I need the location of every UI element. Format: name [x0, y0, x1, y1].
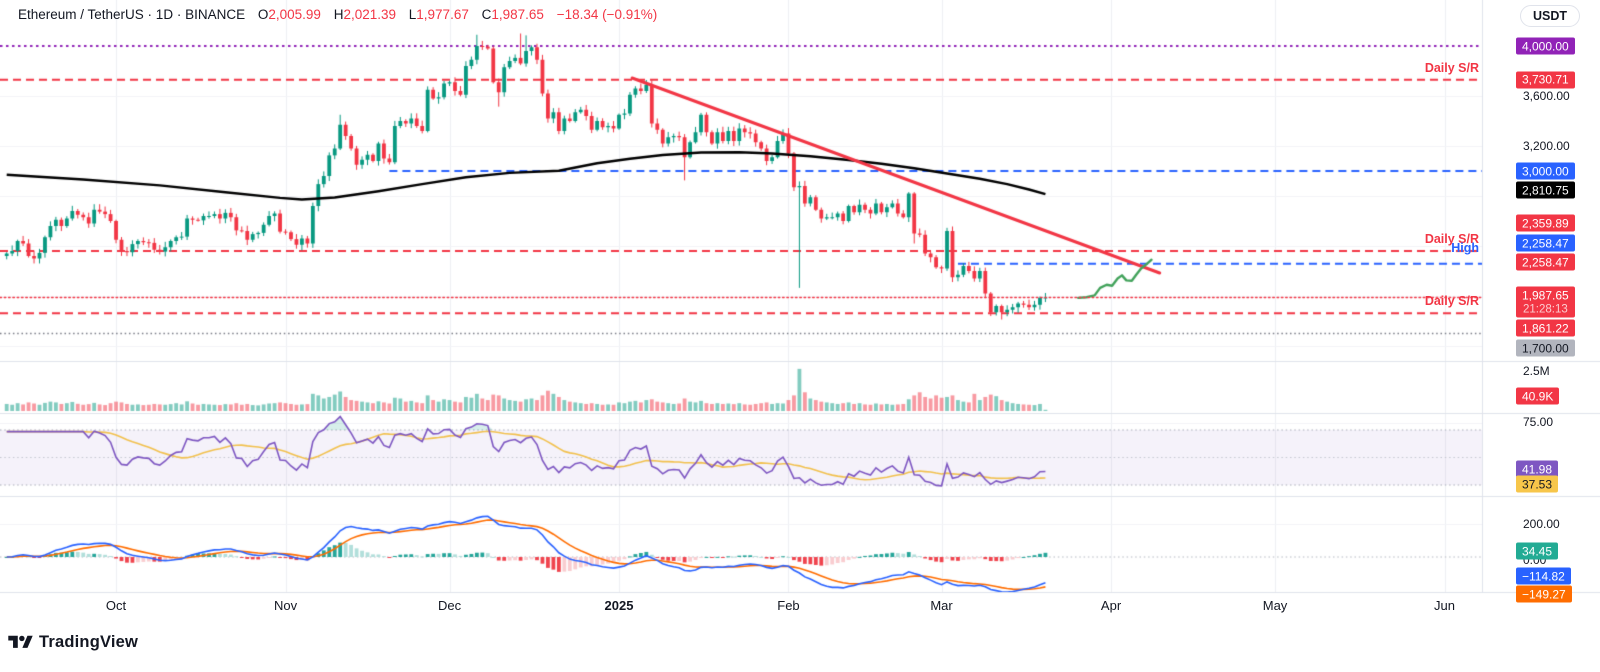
axis-tick-label: 3,200.00: [1523, 139, 1570, 153]
time-axis-label: Mar: [930, 598, 953, 613]
price-label-badge: 2,810.75: [1516, 181, 1575, 199]
price-label-badge: 1,987.65 21:28:13: [1516, 286, 1575, 318]
price-label-badge: 3,000.00: [1516, 162, 1575, 180]
open-value: 2,005.99: [268, 7, 321, 22]
price-label-badge: 2,258.47: [1516, 234, 1575, 252]
high-line-label: High: [1451, 241, 1479, 255]
change-value: −18.34 (−0.91%): [556, 7, 658, 22]
low-label: L: [408, 7, 417, 22]
tradingview-logo-text: TradingView: [39, 633, 139, 651]
low-value: 1,977.67: [416, 7, 469, 22]
time-axis-label: Feb: [777, 598, 800, 613]
price-label-badge: 1,700.00: [1516, 339, 1575, 357]
axis-tick-label: 3,600.00: [1523, 89, 1570, 103]
daily-sr-label: Daily S/R: [1424, 232, 1479, 246]
close-value: 1,987.65: [491, 7, 544, 22]
time-axis-label: Apr: [1100, 598, 1122, 613]
price-label-badge: −114.82: [1516, 567, 1571, 585]
axis-tick-label: 75.00: [1523, 415, 1554, 429]
price-label-badge: 4,000.00: [1516, 37, 1575, 55]
open-label: O: [257, 7, 269, 22]
tradingview-logo[interactable]: TradingView: [8, 633, 138, 652]
time-axis-label: May: [1262, 598, 1288, 613]
price-label-badge: 3,730.71: [1516, 71, 1575, 89]
high-label: H: [333, 7, 344, 22]
price-label-badge: 34.45: [1516, 542, 1559, 560]
daily-sr-label: Daily S/R: [1424, 294, 1479, 308]
symbol-title[interactable]: Ethereum / TetherUS · 1D · BINANCE: [18, 7, 246, 22]
time-axis-label: 2025: [604, 598, 634, 613]
close-label: C: [481, 7, 492, 22]
price-label-badge: −149.27: [1516, 585, 1572, 603]
price-label-badge: 2,258.47: [1516, 253, 1575, 271]
price-label-badge: 41.98: [1516, 460, 1559, 478]
axis-tick-label: 2.5M: [1523, 364, 1550, 378]
price-label-badge: 1,861.22: [1516, 319, 1575, 337]
daily-sr-label: Daily S/R: [1424, 61, 1479, 75]
ohlc-legend: Ethereum / TetherUS · 1D · BINANCE O2,00…: [18, 7, 657, 22]
countdown-timer: 21:28:13: [1522, 303, 1568, 315]
price-label-badge: 37.53: [1516, 475, 1559, 493]
time-axis-label: Nov: [273, 598, 298, 613]
high-value: 2,021.39: [343, 7, 396, 22]
price-label-badge: 2,359.89: [1516, 214, 1575, 232]
price-label-badge: 40.9K: [1516, 387, 1560, 405]
currency-toggle-button[interactable]: USDT: [1520, 5, 1581, 27]
time-axis-label: Jun: [1434, 598, 1455, 613]
axis-tick-label: 200.00: [1523, 517, 1560, 531]
time-axis-label: Oct: [105, 598, 127, 613]
tradingview-logo-icon: [8, 635, 33, 648]
time-axis-label: Dec: [437, 598, 462, 613]
